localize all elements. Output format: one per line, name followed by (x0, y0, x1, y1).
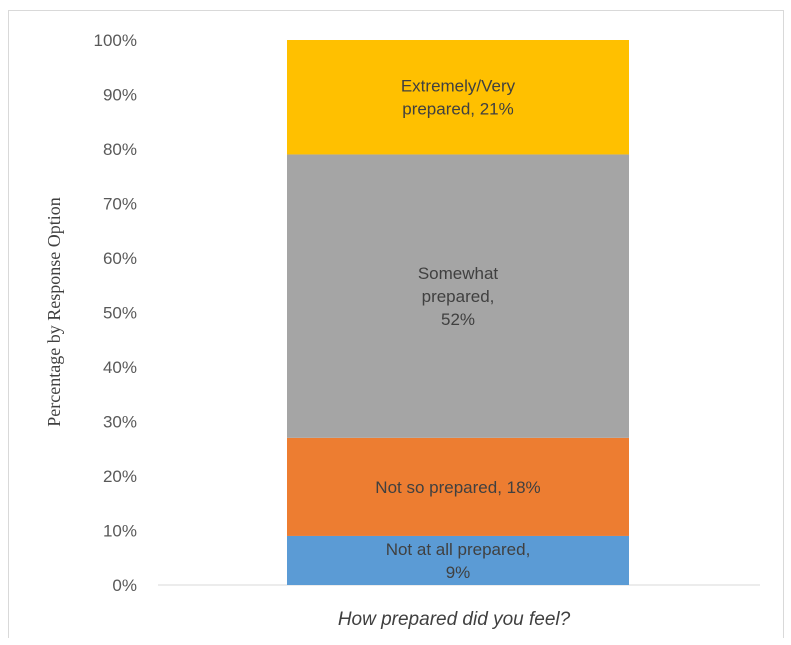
bar-segment-extremely-very-prepared (287, 40, 629, 155)
y-tick-label: 80% (103, 140, 137, 159)
y-axis-label: Percentage by Response Option (44, 197, 64, 426)
x-axis-label: How prepared did you feel? (338, 609, 571, 630)
y-tick-label: 100% (94, 31, 137, 50)
y-tick-label: 70% (103, 195, 137, 214)
y-tick-label: 30% (103, 413, 137, 432)
y-tick-label: 50% (103, 304, 137, 323)
y-tick-label: 10% (103, 522, 137, 541)
bar-segment-not-at-all-prepared (287, 535, 629, 585)
y-tick-label: 0% (112, 576, 137, 595)
data-label: Not at all prepared, 9% (386, 540, 531, 582)
data-label: Extremely/Very prepared, 21% (401, 77, 516, 119)
data-label: Not so prepared, 18% (375, 478, 540, 497)
y-tick-label: 20% (103, 467, 137, 486)
data-label: Somewhat prepared, 52% (418, 264, 499, 329)
segment-labels: Not at all prepared, 9% Not so prepared, 1… (375, 77, 540, 582)
bar-segments (287, 40, 629, 585)
y-tick-label: 90% (103, 86, 137, 105)
bar-segment-not-so-prepared (287, 437, 629, 536)
bar-segment-somewhat-prepared (287, 154, 629, 438)
y-tick-label: 40% (103, 358, 137, 377)
chart-frame (8, 10, 784, 638)
y-tick-label: 60% (103, 249, 137, 268)
y-axis-ticks: 0% 10% 20% 30% 40% 50% 60% 70% 80% 90% 100% (94, 31, 137, 595)
